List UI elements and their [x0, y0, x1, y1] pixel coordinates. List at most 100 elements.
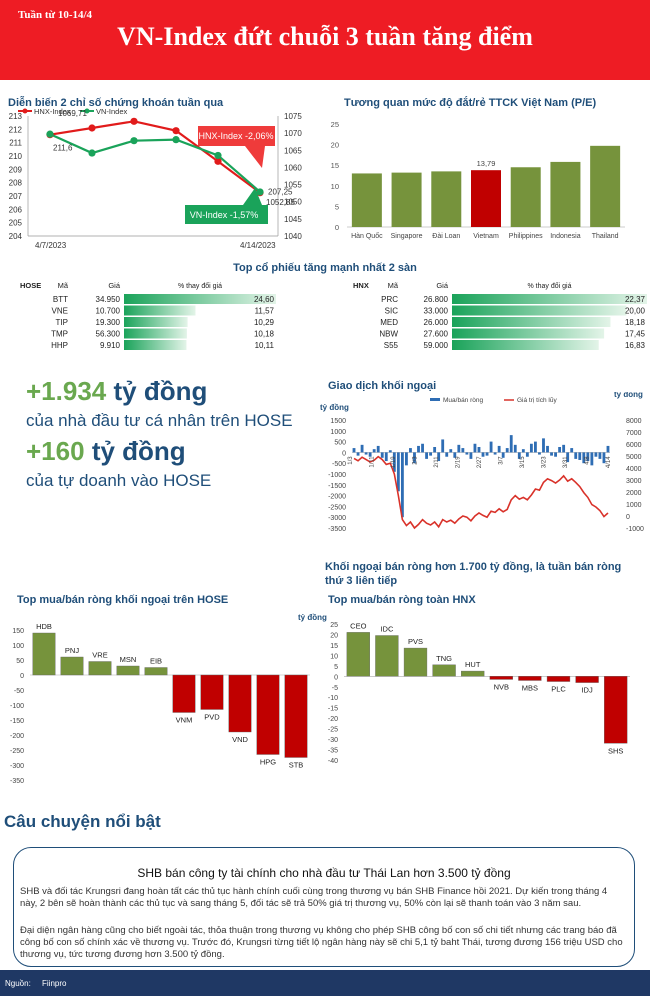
pe-bar	[590, 145, 621, 227]
vn-index-label-start: 1069,71	[58, 109, 87, 118]
net-y-tick: 0	[334, 674, 338, 681]
foreign-net-bar	[400, 452, 404, 518]
legend-bar-label: Mua/bán ròng	[443, 397, 483, 404]
foreign-net-bar	[485, 452, 489, 456]
hose-row-change: 10,18	[254, 330, 275, 339]
foreign-net-bar	[364, 452, 368, 455]
pe-bar	[510, 167, 541, 227]
footer-bar: Nguồn: Fiinpro	[0, 970, 650, 996]
foreign-x-tick: 1/3	[348, 456, 354, 465]
net-y-tick: 50	[16, 658, 24, 665]
net-bar	[256, 674, 280, 755]
foreign-net-bar	[529, 443, 533, 453]
foreign-net-bar	[586, 452, 590, 462]
foreign-net-bar	[356, 452, 360, 456]
foreign-y-tick-left: 500	[334, 440, 346, 447]
legend-hnx-marker	[22, 108, 28, 114]
foreign-y-tick-right: 3000	[626, 478, 642, 485]
pe-category-label: Vietnam	[473, 233, 499, 240]
pe-bar	[471, 170, 501, 227]
foreign-trading-chart: tỷ đồng tỷ đồng Mua/bán ròng Giá trị tích l…	[320, 392, 644, 533]
foreign-x-tick: 3/23	[542, 456, 548, 468]
foreign-net-bar	[368, 452, 372, 457]
y-tick-left: 206	[9, 205, 23, 214]
top-stocks-tables: HOSE Mã Giá % thay đổi giá BTT 34.950 24,60 VNE…	[20, 281, 647, 350]
week-label: Tuần từ 10-14/4	[18, 9, 93, 21]
net-y-tick: -10	[328, 695, 338, 702]
foreign-x-tick: 3/7	[499, 456, 505, 465]
foreign-x-tick: 3/15	[520, 456, 526, 468]
vn-index-point	[88, 149, 96, 157]
index-line-chart: 204 205 206 207 208 209 210 211 212 213 1040 1045 10…	[9, 108, 303, 250]
foreign-net-bar	[558, 447, 562, 453]
net-bar	[403, 647, 428, 677]
hnx-row-change: 17,45	[625, 330, 646, 339]
foreign-net-bar	[445, 452, 449, 457]
foreign-net-bar	[421, 443, 424, 453]
net-y-tick: -40	[328, 758, 338, 765]
foreign-net-bar	[606, 445, 610, 453]
net-bar	[432, 664, 456, 677]
legend-hnx-label: HNX-Index	[34, 108, 71, 116]
foreign-net-bar	[409, 448, 412, 453]
vn-index-point	[256, 188, 264, 196]
foreign-net-bar	[469, 452, 473, 459]
hnx-row-change: 18,18	[625, 318, 646, 327]
foreign-net-bar	[546, 445, 549, 453]
foreign-net-bar	[413, 452, 416, 464]
foreign-x-tick: 1/11	[370, 456, 376, 468]
hose-row-bar	[124, 317, 188, 327]
foreign-net-bar	[392, 452, 396, 472]
foreign-y-tick-right: -1000	[626, 526, 644, 533]
net-y-tick: 10	[330, 653, 338, 660]
foreign-y-tick-right: 6000	[626, 442, 642, 449]
foreign-net-bar	[598, 452, 602, 459]
foreign-net-bar	[441, 439, 445, 453]
hnx-row-code: SIC	[385, 307, 399, 316]
hnx-row-change: 20,00	[625, 307, 646, 316]
hnx-row-bar	[452, 340, 599, 350]
y-tick-right: 1050	[284, 198, 302, 207]
hose-row-price: 56.300	[96, 330, 121, 339]
hose-row-code: BTT	[53, 295, 68, 304]
hnx-callout-box	[198, 126, 275, 168]
y-tick-left: 204	[9, 232, 23, 241]
foreign-y-tick-right: 5000	[626, 454, 642, 461]
net-y-tick: -150	[10, 718, 24, 725]
hnx-row-bar	[452, 317, 611, 327]
y-tick-left: 209	[9, 165, 23, 174]
hnx-row-code: PRC	[381, 295, 398, 304]
net-y-tick: -250	[10, 748, 24, 755]
hnx-row-bar	[452, 305, 627, 316]
y-tick-right: 1060	[284, 163, 302, 172]
vn-index-line	[49, 133, 261, 193]
net-bar	[144, 667, 168, 676]
x-tick-start: 4/7/2023	[35, 241, 67, 250]
foreign-net-bar	[550, 452, 553, 456]
hose-row-bar	[124, 305, 196, 316]
foreign-net-bar	[525, 452, 529, 457]
foreign-net-bar	[405, 452, 408, 466]
foreign-net-bar	[461, 448, 465, 453]
pe-category-label: Đài Loan	[432, 233, 460, 240]
hose-row-change: 11,57	[255, 307, 275, 316]
hnx-index-line	[49, 120, 261, 194]
hose-row-price: 10.700	[96, 307, 121, 316]
x-tick-end: 4/14/2023	[240, 241, 276, 250]
foreign-net-bar	[594, 452, 598, 457]
net-category-label: IDC	[380, 625, 394, 634]
pe-category-label: Thailand	[592, 233, 619, 240]
net-bar	[200, 674, 224, 710]
foreign-net-bar	[489, 441, 493, 453]
foreign-net-bar	[477, 447, 481, 453]
foreign-x-tick: 4/14	[606, 456, 612, 468]
pe-bar	[431, 171, 462, 227]
highlight-individual: +1.934 tỷ đồng	[26, 376, 207, 407]
foreign-net-bar	[465, 452, 469, 455]
hnx-row-price: 27.600	[424, 330, 449, 339]
vn-index-point	[172, 136, 180, 144]
foreign-net-bar	[493, 452, 497, 455]
net-y-tick: 100	[12, 643, 24, 650]
pe-bar	[391, 172, 422, 227]
foreign-net-bar	[562, 444, 566, 453]
